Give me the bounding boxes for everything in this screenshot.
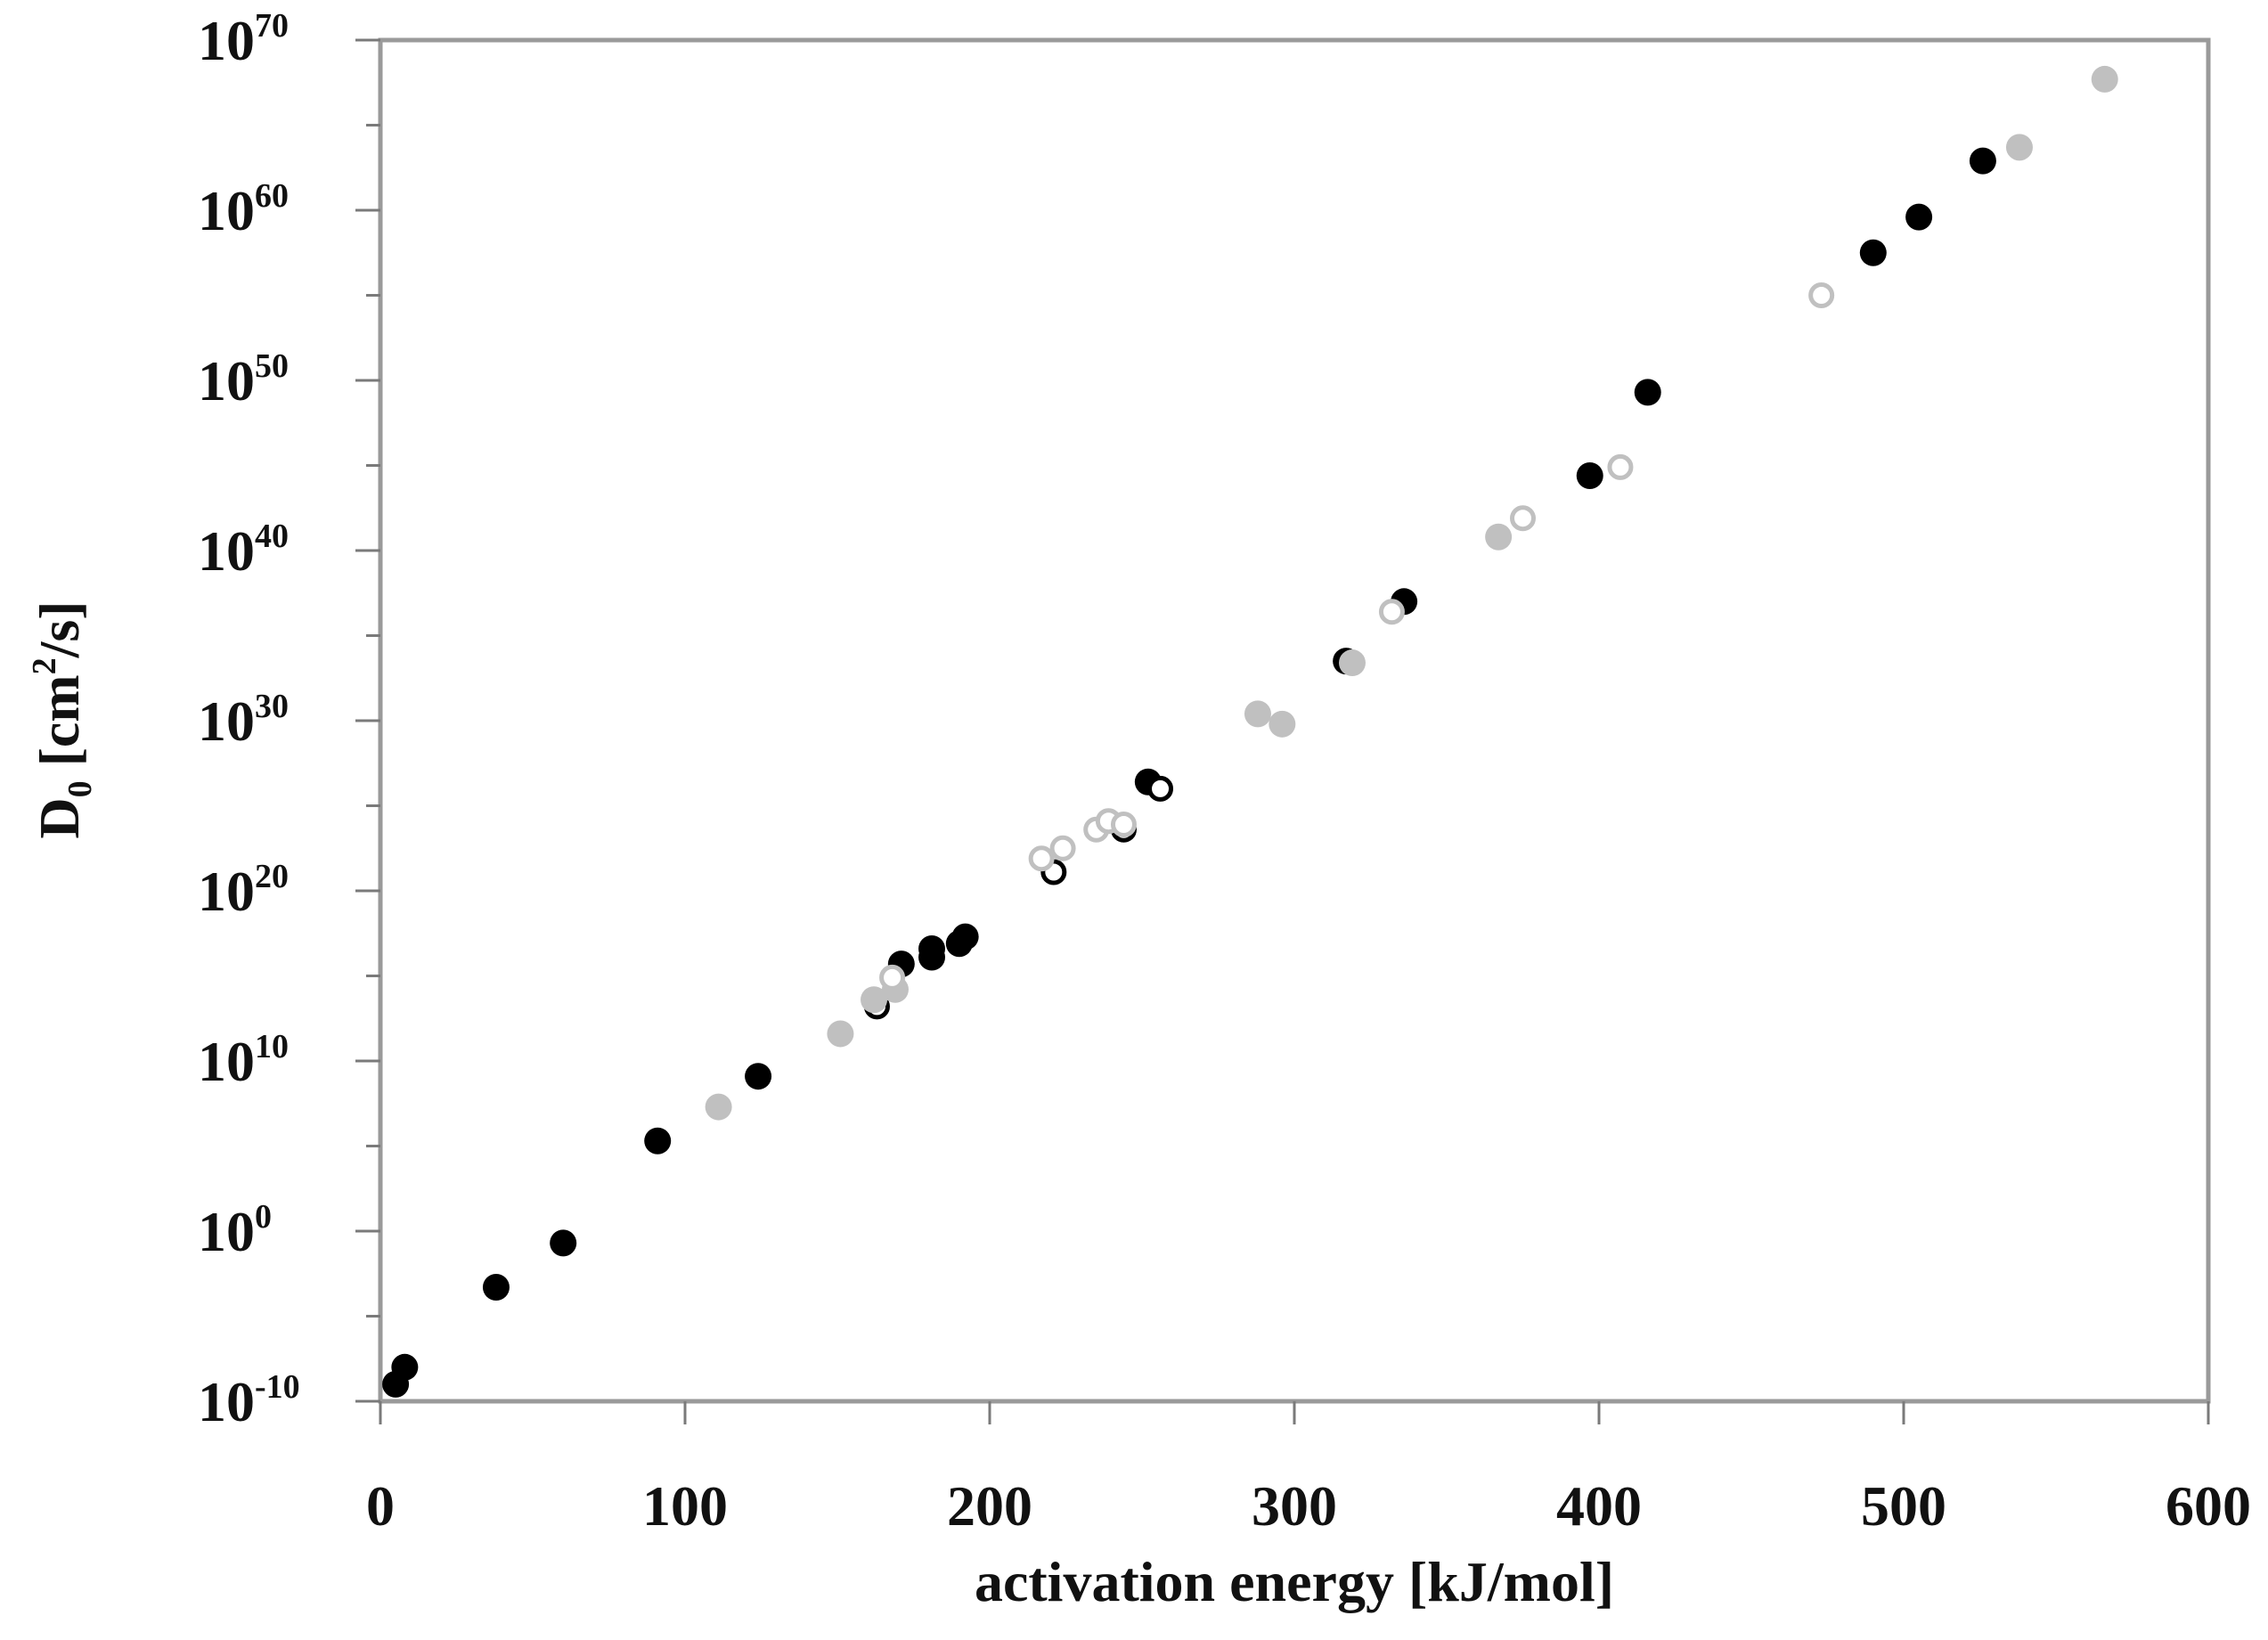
data-point <box>1905 203 1933 231</box>
x-tick-label: 600 <box>2166 1474 2251 1538</box>
x-tick-label: 100 <box>642 1474 728 1538</box>
y-axis-title: D0 [cm2/s] <box>26 600 99 838</box>
data-point <box>1338 649 1366 677</box>
data-point <box>745 1063 772 1090</box>
data-point <box>1049 835 1076 861</box>
y-tick-label: 1010 <box>198 1028 289 1093</box>
y-axis-title-unit: [cm <box>28 674 91 780</box>
x-axis-title: activation energy [kJ/mol] <box>975 1550 1614 1613</box>
y-tick-label: 1050 <box>198 347 289 412</box>
data-point <box>827 1020 854 1048</box>
data-point <box>2091 65 2118 93</box>
data-point <box>705 1093 732 1121</box>
x-tick-label: 500 <box>1861 1474 1946 1538</box>
x-tick-label: 300 <box>1252 1474 1337 1538</box>
data-point <box>1808 282 1835 308</box>
data-point <box>2005 134 2033 161</box>
y-axis-title-base: D <box>28 797 91 838</box>
x-axis: 0 100 200 300 400 500 600 <box>366 1401 2251 1538</box>
data-point <box>1576 461 1603 489</box>
data-point <box>391 1353 419 1381</box>
data-point <box>1634 379 1661 406</box>
data-point <box>1269 710 1296 738</box>
y-tick-label: 100 <box>198 1198 272 1263</box>
y-tick-label: 1030 <box>198 688 289 753</box>
y-tick-label: 1040 <box>198 518 289 583</box>
data-point <box>1485 523 1513 551</box>
y-tick-label: 1020 <box>198 858 289 923</box>
data-point <box>1244 700 1271 728</box>
data-point <box>550 1229 577 1257</box>
data-point <box>1378 599 1405 625</box>
y-axis: 10-10 100 1010 1020 1030 1040 1050 1060 1070 <box>198 7 380 1433</box>
y-tick-label: 1070 <box>198 7 289 72</box>
data-point <box>918 943 946 971</box>
data-point <box>879 964 906 991</box>
data-point <box>482 1274 510 1301</box>
y-axis-title-superscript: 2 <box>26 657 63 674</box>
data-point <box>1110 812 1137 838</box>
y-axis-title-unit-end: /s] <box>28 600 91 658</box>
data-point <box>1147 775 1174 802</box>
x-tick-label: 0 <box>366 1474 395 1538</box>
x-tick-label: 200 <box>947 1474 1032 1538</box>
data-point <box>1510 505 1536 532</box>
y-tick-label: 1060 <box>198 177 289 242</box>
x-tick-label: 400 <box>1556 1474 1642 1538</box>
y-axis-title-subscript: 0 <box>61 780 99 797</box>
data-point <box>1607 453 1634 480</box>
y-tick-label: 10-10 <box>198 1368 300 1433</box>
data-point <box>1969 147 1996 175</box>
data-point <box>861 986 888 1014</box>
data-point <box>951 923 979 951</box>
data-point <box>1028 845 1055 872</box>
data-point <box>1859 239 1887 266</box>
data-points <box>382 65 2118 1398</box>
data-point <box>644 1127 672 1155</box>
